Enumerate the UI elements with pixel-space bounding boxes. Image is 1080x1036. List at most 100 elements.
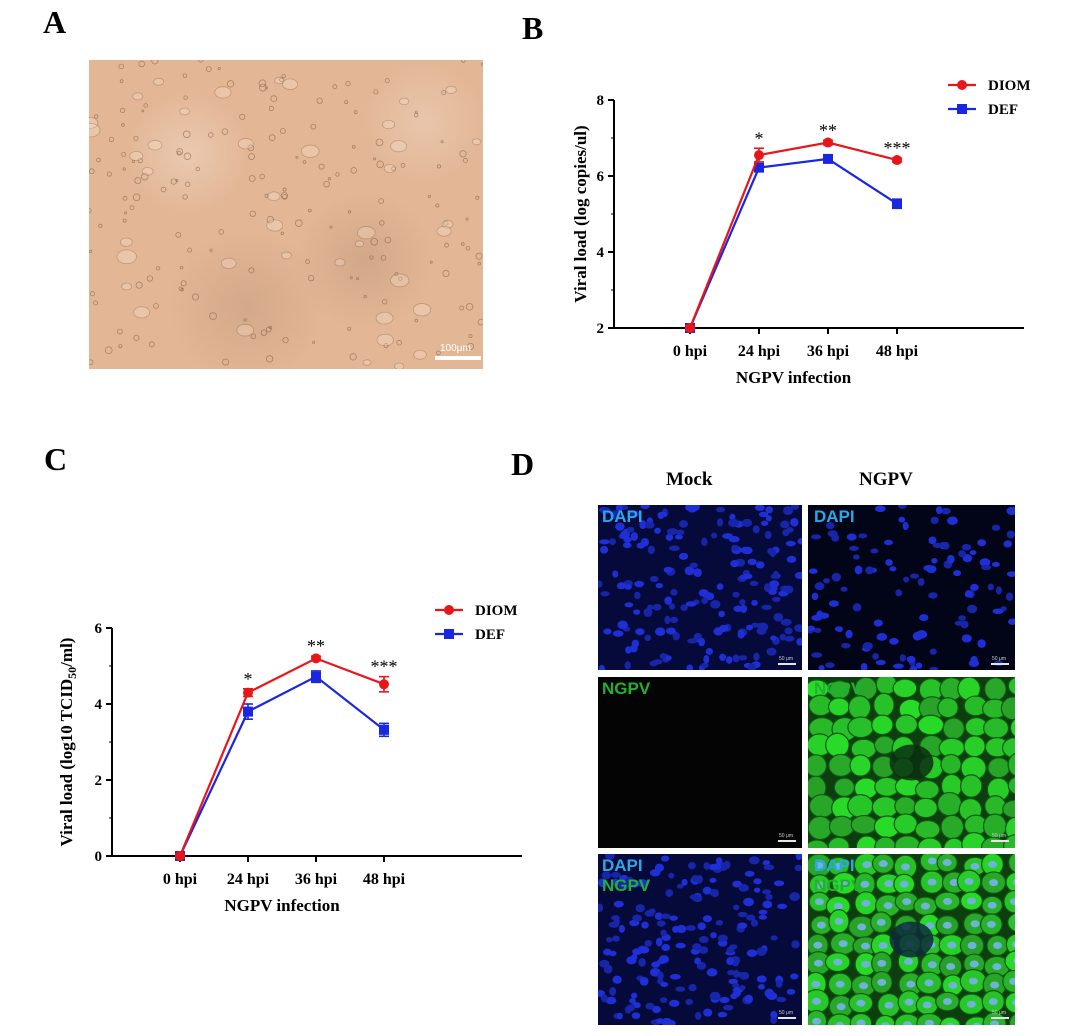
y-tick-label: 2 [95, 773, 103, 789]
nucleus [669, 915, 678, 921]
y-tick-label: 8 [597, 93, 605, 109]
nucleus [722, 1004, 734, 1011]
cell-texture [390, 140, 408, 153]
nucleus [961, 543, 972, 551]
cell-texture [214, 86, 232, 99]
cell-texture [108, 136, 115, 142]
nucleus [770, 635, 777, 641]
infected-cell [874, 1014, 897, 1025]
scale-bar-label: 50 μm [992, 833, 1006, 839]
nucleus [601, 871, 612, 880]
nucleus [795, 854, 802, 861]
nucleus [634, 591, 641, 600]
cell-texture [394, 272, 399, 277]
cell-texture [155, 266, 161, 271]
nucleus [658, 955, 670, 964]
infected-cell [983, 717, 1010, 739]
nucleus [841, 642, 851, 649]
cell-texture [118, 63, 124, 70]
x-tick-label: 24 hpi [227, 871, 270, 888]
cell-texture [119, 107, 126, 114]
nucleus [854, 565, 863, 575]
cell-texture [282, 78, 299, 90]
nucleus [666, 528, 678, 536]
cell-texture [295, 219, 303, 227]
if-ngpv-dapi: DAPI 50 μm [808, 505, 1015, 670]
cell-texture [427, 194, 431, 198]
cell-texture [160, 186, 167, 193]
cell-texture [356, 226, 376, 240]
cell-texture [384, 236, 392, 244]
cell-texture [209, 248, 213, 252]
cell-texture [89, 207, 92, 214]
nucleus [877, 978, 887, 986]
nucleus [744, 994, 754, 1003]
if-mock-merge: DAPI NGPV 50 μm [598, 854, 802, 1025]
cell-texture [378, 198, 384, 204]
nucleus [766, 992, 778, 1001]
cell-texture [461, 60, 466, 63]
nucleus [634, 580, 645, 588]
brightfield-micrograph: 100μm [89, 60, 483, 369]
nucleus [665, 889, 674, 897]
nucleus [924, 1019, 934, 1025]
nucleus [932, 542, 943, 549]
cell-texture [217, 66, 221, 71]
nucleus [920, 902, 930, 910]
nucleus [762, 889, 771, 895]
nucleus [929, 648, 937, 655]
nucleus [688, 983, 697, 992]
cell-texture [399, 97, 410, 106]
nucleus [898, 505, 907, 509]
cell-texture [435, 203, 440, 208]
nucleus [906, 655, 916, 663]
nucleus [598, 664, 605, 670]
nucleus [811, 652, 823, 658]
cell-texture [248, 153, 255, 160]
nucleus [958, 550, 966, 558]
cell-texture [480, 62, 483, 66]
infected-cell [1007, 677, 1015, 696]
nucleus [861, 942, 871, 950]
nucleus [687, 862, 696, 870]
infected-cell [914, 779, 940, 800]
nucleus [969, 583, 979, 591]
cell-texture [384, 78, 390, 83]
infected-cell [847, 716, 875, 739]
infected-cell [1004, 991, 1015, 1014]
nucleus [833, 902, 843, 910]
nucleus [893, 663, 904, 669]
nucleus [790, 973, 799, 980]
significance-marker: *** [371, 657, 398, 677]
x-tick-label: 36 hpi [807, 343, 850, 360]
nucleus [645, 1002, 655, 1010]
cell-texture [429, 260, 433, 264]
nucleus [812, 1017, 822, 1025]
nucleus [834, 626, 842, 632]
nucleus [761, 604, 772, 610]
nucleus [852, 603, 862, 612]
cell-texture [176, 150, 182, 156]
cell-texture [400, 163, 406, 168]
cell-texture [258, 83, 267, 92]
infected-cell [943, 837, 966, 848]
nucleus [672, 631, 680, 641]
nucleus [964, 877, 974, 885]
nucleus [615, 505, 623, 512]
legend-label-diom: DIOM [475, 603, 518, 619]
nucleus [618, 924, 625, 933]
nucleus [657, 971, 664, 981]
nucleus [768, 589, 777, 595]
nucleus [780, 618, 792, 626]
nucleus [716, 506, 726, 513]
if-label-dapi: DAPI [602, 507, 643, 526]
cell-texture [349, 353, 357, 361]
cell-texture [266, 219, 284, 232]
nucleus [895, 589, 903, 597]
cell-texture [236, 323, 255, 337]
nucleus [880, 1022, 890, 1025]
infected-cell [1005, 933, 1015, 956]
nucleus [675, 942, 686, 949]
infected-cell [894, 714, 919, 735]
nucleus [715, 919, 724, 926]
